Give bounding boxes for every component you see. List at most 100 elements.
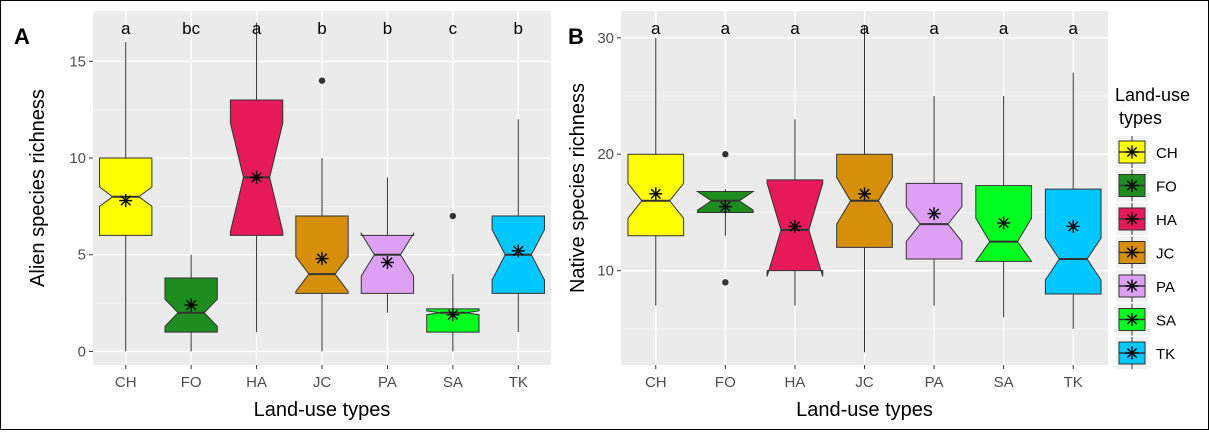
legend-key-pa: [1116, 270, 1148, 302]
outlier-point: [318, 77, 326, 84]
significance-letter: a: [790, 19, 800, 38]
box-sa: [426, 212, 480, 352]
mean-marker: [718, 200, 732, 214]
x-tick-label: JC: [855, 374, 874, 391]
mean-marker-d2: [382, 257, 393, 268]
significance-letter: a: [929, 19, 939, 38]
legend-label: FO: [1156, 179, 1177, 196]
mean-marker-d2: [1068, 221, 1079, 232]
significance-letter: a: [651, 19, 661, 38]
legend-key-ha: [1116, 203, 1148, 235]
mean-marker: [184, 298, 198, 312]
significance-letter: a: [121, 19, 131, 38]
box-jc: [295, 77, 349, 352]
box-pa: [360, 177, 415, 313]
x-tick-label: FO: [181, 374, 202, 391]
x-axis-title: Land-use types: [796, 399, 933, 421]
box-ha: [766, 119, 824, 306]
x-tick-label: TK: [509, 374, 528, 391]
panel-label: A: [14, 24, 30, 49]
legend-title: types: [1119, 108, 1162, 128]
legend-key-star-d2: [1126, 280, 1138, 292]
significance-letter: a: [999, 19, 1009, 38]
panel-label: B: [568, 24, 584, 49]
legend-key-star-d2: [1126, 180, 1138, 191]
legend-label: JC: [1156, 246, 1175, 263]
significance-letter: b: [317, 19, 326, 38]
legend-key-star: [1125, 346, 1139, 360]
legend-key-star: [1125, 179, 1139, 192]
mean-marker: [511, 244, 525, 258]
mean-marker-d2: [447, 309, 459, 320]
mean-marker: [927, 207, 941, 221]
x-tick-label: CH: [115, 374, 137, 391]
significance-letter: a: [1068, 19, 1078, 38]
legend: Land-use types CH FO HA JC PA SA TK: [1115, 85, 1190, 369]
panel-b-native-richness: 10 20 30 a a a a a a a CH FO HA JC PA SA TK Land-use type…: [567, 11, 1108, 421]
legend-key-star: [1125, 145, 1139, 159]
legend-key-star-d2: [1126, 314, 1138, 325]
box-pa: [905, 96, 963, 306]
mean-marker: [788, 219, 802, 233]
box-fo: [164, 254, 218, 352]
y-tick-label: 10: [69, 150, 86, 167]
x-tick-label: SA: [994, 374, 1014, 391]
box-sa: [974, 96, 1033, 318]
legend-label: HA: [1156, 212, 1177, 229]
outlier-point: [722, 279, 729, 286]
y-axis-title: Alien species richness: [27, 89, 49, 287]
legend-label: SA: [1156, 313, 1176, 330]
mean-marker-d2: [251, 172, 262, 183]
mean-marker: [858, 187, 871, 201]
notched-box: [905, 182, 963, 260]
legend-key-jc: [1116, 236, 1148, 269]
y-tick-label: 5: [78, 247, 86, 264]
legend-label: TK: [1156, 346, 1175, 363]
y-tick-label: 0: [78, 343, 86, 360]
mean-marker-d2: [789, 221, 801, 232]
significance-letter: b: [383, 19, 392, 38]
box-ch: [627, 37, 685, 306]
notched-box: [1044, 188, 1102, 295]
y-tick-label: 15: [69, 53, 86, 70]
significance-letter: c: [449, 19, 458, 38]
legend-key-star-d2: [1126, 146, 1138, 158]
legend-key-star: [1125, 313, 1139, 326]
legend-key-star: [1125, 212, 1139, 226]
legend-key-tk: [1116, 337, 1148, 369]
box-fo: [695, 151, 755, 286]
legend-key-star-d2: [1126, 247, 1138, 258]
significance-letter: bc: [182, 19, 200, 38]
mean-marker-d2: [928, 208, 940, 219]
legend-title: Land-use: [1115, 85, 1190, 105]
significance-letter: a: [860, 19, 870, 38]
legend-key-sa: [1116, 303, 1148, 336]
x-tick-label: PA: [925, 374, 944, 391]
legend-key-star-d2: [1126, 347, 1138, 359]
x-tick-label: CH: [645, 374, 667, 391]
legend-label: CH: [1156, 145, 1178, 162]
legend-key-star: [1125, 246, 1139, 259]
mean-marker: [446, 308, 460, 322]
mean-marker-d2: [185, 299, 197, 311]
mean-marker: [380, 255, 394, 269]
box-ch: [99, 41, 153, 352]
legend-key-fo: [1116, 169, 1148, 202]
mean-marker-d2: [120, 195, 131, 206]
y-axis-title: Native species richness: [567, 83, 589, 293]
y-tick-label: 20: [597, 146, 614, 163]
y-tick-label: 30: [597, 30, 614, 47]
mean-marker: [119, 194, 133, 208]
x-tick-label: HA: [246, 374, 267, 391]
box-tk: [491, 119, 545, 333]
x-tick-label: TK: [1064, 374, 1083, 391]
mean-marker-d2: [859, 188, 870, 199]
notched-box: [229, 99, 284, 236]
mean-marker-d2: [316, 253, 328, 264]
mean-marker-d2: [720, 201, 731, 212]
legend-label: PA: [1156, 279, 1175, 296]
box-jc: [836, 26, 893, 353]
